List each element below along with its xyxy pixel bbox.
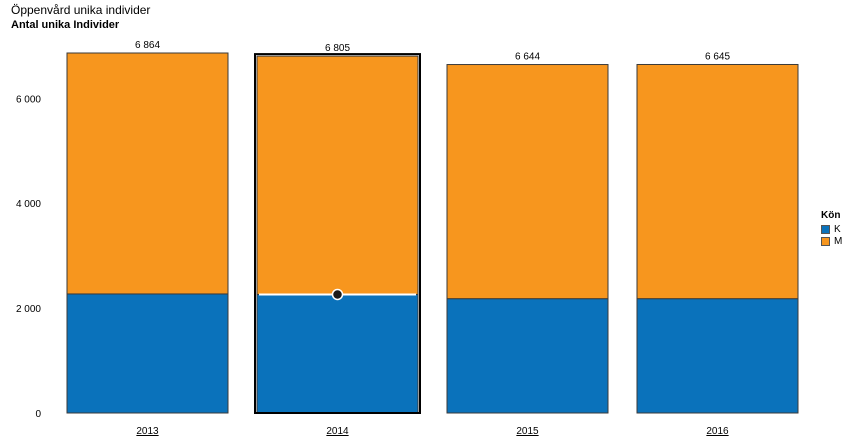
hover-marker	[331, 288, 344, 301]
total-data-label: 6 805	[325, 43, 350, 54]
legend-label-m: M	[834, 235, 843, 247]
bar-segment-k-2015[interactable]	[446, 298, 609, 414]
total-data-label: 6 864	[135, 40, 160, 51]
bar-segment-k-2013[interactable]	[66, 293, 229, 414]
bar-segment-m-2015[interactable]	[446, 64, 609, 300]
y-tick-label: 0	[35, 409, 41, 420]
legend-label-k: K	[834, 223, 841, 235]
y-tick-label: 2 000	[16, 304, 41, 315]
highlight-outline	[254, 53, 421, 415]
legend-item-m[interactable]: M	[821, 235, 842, 247]
legend-item-k[interactable]: K	[821, 223, 842, 235]
bar-segment-m-2014[interactable]	[256, 55, 419, 295]
legend-title: Kön	[821, 210, 841, 221]
x-tick-label[interactable]: 2016	[706, 426, 729, 437]
bar-segment-m-2016[interactable]	[636, 63, 799, 300]
x-tick-label[interactable]: 2013	[136, 426, 159, 437]
bar-segment-m-2013[interactable]	[66, 52, 229, 295]
bar-segment-k-2014[interactable]	[256, 293, 419, 414]
y-tick-label: 6 000	[16, 94, 41, 105]
legend-swatch-k	[821, 224, 830, 234]
x-tick-label[interactable]: 2015	[516, 426, 539, 437]
total-data-label: 6 645	[705, 51, 730, 62]
legend-swatch-m	[821, 236, 830, 246]
legend: Kön K M	[821, 210, 842, 247]
x-tick-label[interactable]: 2014	[326, 426, 349, 437]
total-data-label: 6 644	[515, 52, 540, 63]
chart-subtitle: Antal unika Individer	[11, 19, 120, 31]
y-tick-label: 4 000	[16, 199, 41, 210]
chart-title: Öppenvård unika individer	[11, 3, 151, 17]
bar-segment-k-2016[interactable]	[636, 298, 799, 414]
